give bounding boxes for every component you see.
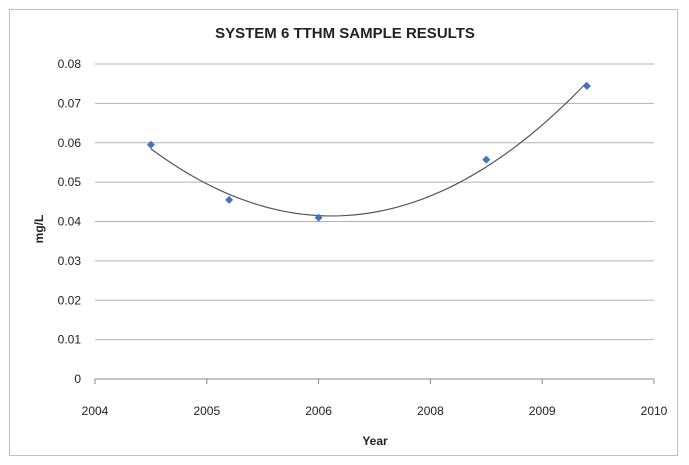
y-tick-label: 0.01: [58, 333, 82, 347]
y-tick-label: 0.06: [58, 136, 82, 150]
x-tick-label: 2010: [641, 404, 668, 418]
x-tick-label: 2008: [417, 404, 444, 418]
y-tick-label: 0: [74, 372, 81, 386]
data-point: [482, 155, 491, 164]
grid: [95, 63, 654, 380]
chart-title: SYSTEM 6 TTHM SAMPLE RESULTS: [215, 25, 475, 42]
data-points: [146, 82, 591, 222]
y-tick-label: 0.02: [58, 293, 82, 307]
chart-frame: [9, 9, 678, 456]
x-axis-label: Year: [362, 434, 388, 448]
x-tick-label: 2006: [305, 404, 332, 418]
data-point: [146, 140, 155, 149]
y-tick-label: 0.03: [58, 254, 82, 268]
y-tick-label: 0.04: [58, 215, 82, 229]
y-axis-label: mg/L: [32, 215, 46, 244]
data-point: [582, 82, 591, 91]
y-tick-label: 0.07: [58, 96, 82, 110]
x-tick-label: 2005: [193, 404, 220, 418]
x-tick-label: 2009: [529, 404, 556, 418]
trendline: [150, 81, 588, 217]
y-axis-ticks: 0 0.01 0.02 0.03 0.04 0.05 0.06 0.07 0.08: [58, 57, 82, 386]
data-point: [314, 213, 323, 222]
y-tick-label: 0.05: [58, 175, 82, 189]
x-axis-ticks: 2004 2005 2006 2008 2009 2010: [82, 379, 668, 418]
y-tick-label: 0.08: [58, 57, 82, 71]
x-tick-label: 2004: [82, 404, 109, 418]
data-point: [225, 195, 234, 204]
